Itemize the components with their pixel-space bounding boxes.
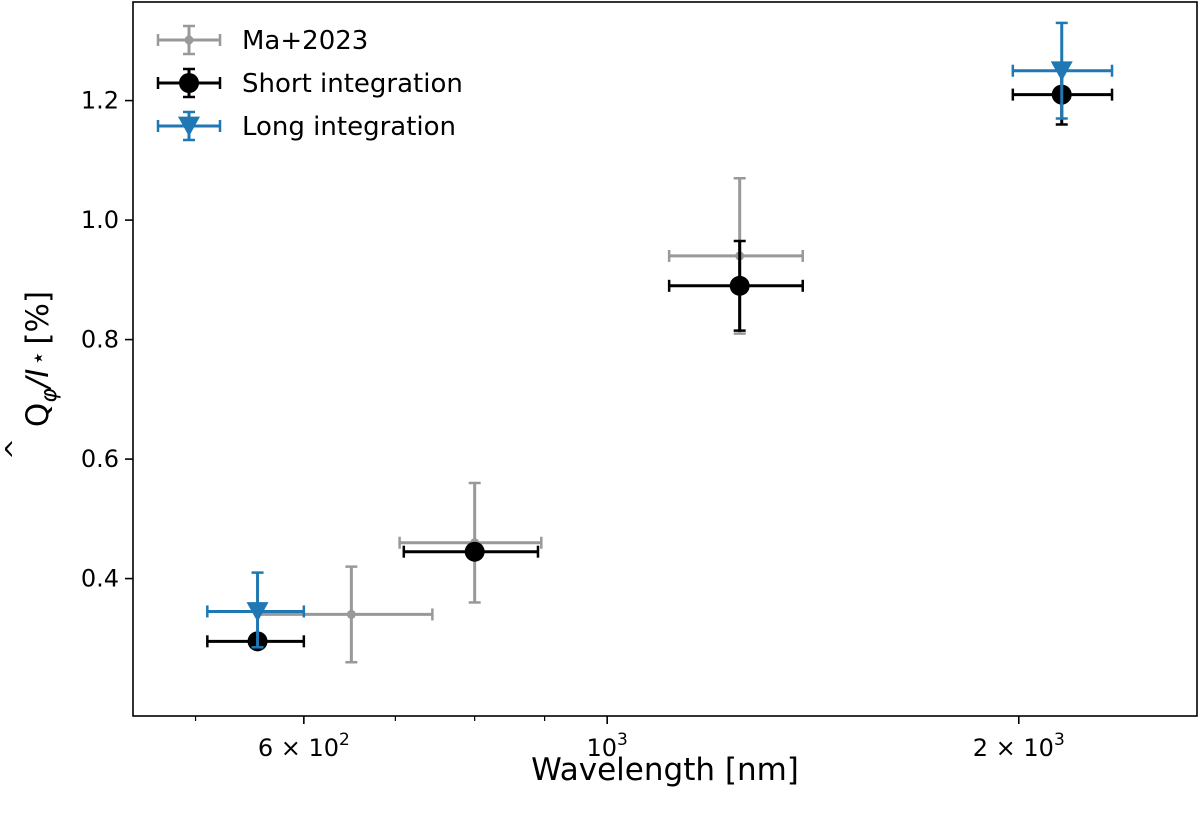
- y-tick-label: 0.6: [81, 445, 119, 473]
- x-tick-exponent: 2: [339, 730, 350, 750]
- legend-entry: Ma+2023: [156, 24, 368, 56]
- series-short-integration: [206, 63, 1114, 652]
- data-point: [1050, 61, 1073, 82]
- x-tick-base: 6 × 10: [258, 734, 339, 762]
- legend-label: Long integration: [242, 112, 456, 142]
- x-tick-exponent: 3: [617, 730, 628, 750]
- data-point: [179, 73, 199, 93]
- x-axis-label: Wavelength [nm]: [531, 752, 799, 788]
- legend-entry: Short integration: [156, 67, 463, 99]
- x-tick-label: 2 × 103: [973, 730, 1065, 762]
- y-tick-label: 1.2: [81, 87, 119, 115]
- x-tick-base: 10: [586, 734, 617, 762]
- y-label-unit: [%]: [20, 291, 56, 345]
- y-label-sub: φ: [37, 388, 62, 403]
- legend: Ma+2023 Short integration Long integration: [156, 24, 463, 142]
- y-label-slash: /I: [20, 369, 56, 392]
- y-tick-label: 0.4: [81, 565, 119, 593]
- x-tick-exponent: 3: [1054, 730, 1065, 750]
- x-tick-base: 2 × 10: [973, 734, 1054, 762]
- plot-frame: [132, 1, 1198, 717]
- data-point: [184, 35, 194, 45]
- data-point: [178, 116, 200, 137]
- legend-entry: Long integration: [156, 110, 456, 142]
- data-point: [464, 541, 485, 562]
- x-tick-label: 103: [586, 730, 627, 762]
- legend-label: Ma+2023: [242, 26, 368, 56]
- series-long-integration: [206, 21, 1114, 649]
- data-point: [246, 602, 269, 622]
- svg-text:Qφ/I⋆[%]: Qφ/I ⋆ [%]: [20, 291, 62, 427]
- y-label-hat: ^: [1, 438, 31, 460]
- data-point: [346, 609, 356, 619]
- y-tick-label: 1.0: [81, 206, 119, 234]
- data-point: [729, 275, 750, 296]
- series-ma-2023: [256, 177, 804, 664]
- y-axis-label: Qφ/I ⋆ [%] ^: [1, 291, 62, 460]
- x-tick-label: 6 × 102: [258, 730, 350, 762]
- legend-label: Short integration: [242, 69, 463, 99]
- plot-area: [206, 21, 1114, 664]
- y-label-q: Q: [20, 403, 56, 427]
- y-label-star: ⋆: [24, 351, 52, 366]
- y-tick-label: 0.8: [81, 326, 119, 354]
